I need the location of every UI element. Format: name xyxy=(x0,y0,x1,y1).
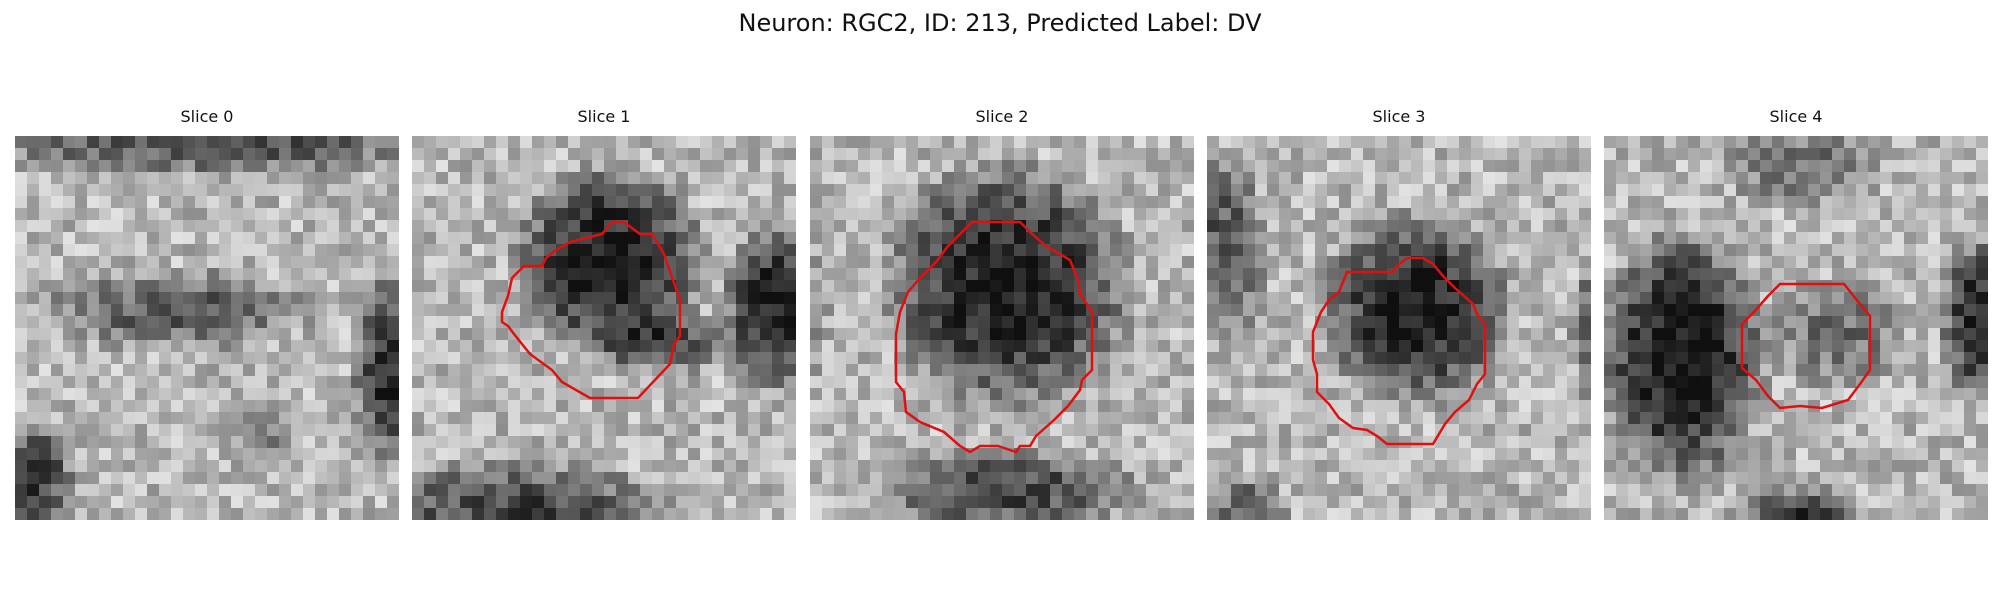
slice-panel-0: Slice 0 xyxy=(15,107,399,520)
slice-title-1: Slice 1 xyxy=(577,107,631,126)
slice-image-0 xyxy=(15,136,399,520)
figure-title: Neuron: RGC2, ID: 213, Predicted Label: … xyxy=(738,9,1262,37)
neuron-contour-1 xyxy=(500,220,682,400)
slice-pixels-0 xyxy=(15,136,399,520)
slice-title-0: Slice 0 xyxy=(180,107,234,126)
slice-pixels-3 xyxy=(1207,136,1591,520)
slice-image-2 xyxy=(810,136,1194,520)
neuron-contour-4 xyxy=(1740,282,1872,410)
slice-image-3 xyxy=(1207,136,1591,520)
slice-image-4 xyxy=(1604,136,1988,520)
slice-panel-2: Slice 2 xyxy=(810,107,1194,520)
slice-panel-1: Slice 1 xyxy=(412,107,796,520)
slice-image-1 xyxy=(412,136,796,520)
slice-panel-4: Slice 4 xyxy=(1604,107,1988,520)
neuron-contour-3 xyxy=(1311,256,1487,446)
slice-title-2: Slice 2 xyxy=(975,107,1029,126)
slice-title-4: Slice 4 xyxy=(1769,107,1823,126)
slice-pixels-1 xyxy=(412,136,796,520)
slice-panel-3: Slice 3 xyxy=(1207,107,1591,520)
slice-pixels-2 xyxy=(810,136,1194,520)
neuron-contour-2 xyxy=(894,220,1094,454)
slice-pixels-4 xyxy=(1604,136,1988,520)
slice-title-3: Slice 3 xyxy=(1372,107,1426,126)
